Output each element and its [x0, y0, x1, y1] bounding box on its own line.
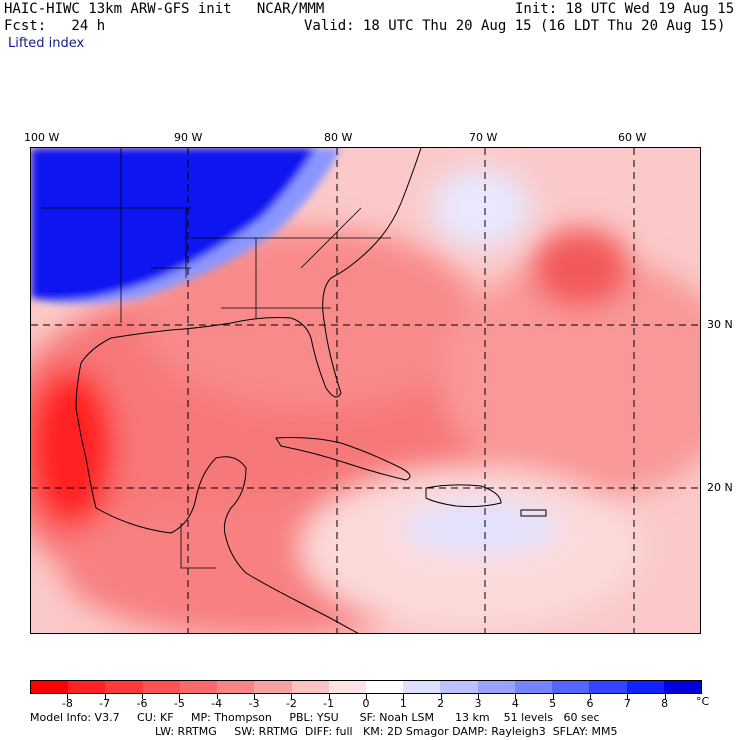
colorbar-swatch: [105, 681, 143, 693]
colorbar-tick: [328, 694, 330, 699]
colorbar-tick: [179, 694, 181, 699]
colorbar-swatch: [179, 681, 218, 693]
forecast-hour: Fcst: 24 h: [4, 18, 106, 34]
colorbar-swatch: [68, 681, 106, 693]
colorbar-swatch: [514, 681, 553, 693]
lon-label-90w: 90 W: [174, 131, 203, 144]
model-title: HAIC-HIWC 13km ARW-GFS init NCAR/MMM: [4, 1, 325, 17]
yucatan-coast: [95, 456, 359, 633]
colorbar-tick-label: -3: [248, 697, 260, 710]
colorbar-swatch: [440, 681, 478, 693]
colorbar-swatch: [31, 681, 69, 693]
colorbar-tick: [478, 694, 479, 699]
colorbar-tick-label: -4: [211, 697, 223, 710]
colorbar-tick-label: -7: [99, 697, 111, 710]
field-atlantic-core: [531, 228, 631, 308]
colorbar-tick-label: 0: [362, 697, 370, 710]
colorbar-swatch: [477, 681, 515, 693]
colorbar-tick-label: -8: [61, 697, 73, 710]
colorbar-tick-label: 5: [549, 697, 557, 710]
political-borders: [41, 148, 391, 569]
colorbar-swatch: [217, 681, 255, 693]
colorbar-tick-label: -1: [323, 697, 335, 710]
lon-label-80w: 80 W: [324, 131, 353, 144]
colorbar-tick-label: 2: [437, 697, 445, 710]
colorbar-tick: [254, 694, 255, 699]
colorbar-tick: [590, 694, 591, 699]
colorbar-swatch: [254, 681, 292, 693]
colorbar-tick-label: 7: [623, 697, 631, 710]
colorbar-swatch: [589, 681, 627, 693]
valid-time: Valid: 18 UTC Thu 20 Aug 15 (16 LDT Thu …: [304, 18, 726, 34]
colorbar-swatch: [626, 681, 664, 693]
hispaniola: [425, 484, 502, 508]
lat-label-30n: 30 N: [707, 318, 733, 331]
puerto-rico: [520, 509, 547, 517]
colorbar-tick: [366, 694, 367, 699]
lon-label-60w: 60 W: [618, 131, 647, 144]
colorbar-unit: °C: [696, 695, 710, 708]
model-info-line1: Model Info: V3.7 CU: KF MP: Thompson PBL…: [30, 711, 600, 724]
field-name: Lifted index: [8, 36, 85, 51]
colorbar-tick-label: 6: [586, 697, 594, 710]
border-9: [180, 523, 216, 569]
lon-label-100w: 100 W: [24, 131, 60, 144]
model-info-line2: LW: RRTMG SW: RRTMG DIFF: full KM: 2D Sm…: [155, 725, 618, 738]
colorbar-tick-label: 4: [511, 697, 519, 710]
map-svg: [31, 148, 700, 633]
colorbar-tick: [142, 694, 143, 699]
colorbar-tick-label: 1: [399, 697, 407, 710]
lat-label-20n: 20 N: [707, 481, 733, 494]
colorbar-swatch: [328, 681, 366, 693]
us-east-coast: [75, 148, 422, 509]
field-northeast-stable: [431, 168, 531, 248]
colorbar-swatch: [142, 681, 180, 693]
field-atlantic-east: [441, 258, 700, 498]
colorbar-tick: [216, 694, 218, 699]
colorbar-swatch: [663, 681, 701, 693]
lifted-index-map: [30, 147, 701, 634]
colorbar-tick-label: -6: [136, 697, 148, 710]
colorbar-tick: [67, 694, 69, 699]
colorbar-tick: [664, 694, 666, 699]
colorbar-tick-label: -5: [173, 697, 185, 710]
colorbar-tick-label: 8: [661, 697, 669, 710]
border-7: [300, 207, 362, 269]
colorbar-tick: [291, 694, 293, 699]
colorbar-tick-label: -2: [285, 697, 297, 710]
colorbar-tick: [104, 694, 106, 699]
colorbar-tick: [552, 694, 554, 699]
colorbar-swatch: [291, 681, 329, 693]
grid-lines: [31, 148, 700, 633]
colorbar-swatch: [403, 681, 441, 693]
colorbar-tick-label: 3: [474, 697, 482, 710]
colorbar-tick: [440, 694, 442, 699]
init-time: Init: 18 UTC Wed 19 Aug 15: [515, 1, 735, 17]
colorbar-tick: [403, 694, 405, 699]
cuba: [275, 437, 411, 481]
stable-air-mass: [31, 148, 316, 301]
lon-label-70w: 70 W: [469, 131, 498, 144]
field-southeast-us: [141, 228, 481, 408]
colorbar-tick: [627, 694, 629, 699]
colorbar-swatch: [365, 681, 404, 693]
colorbar-swatch: [552, 681, 590, 693]
colorbar: [30, 680, 702, 694]
coastlines: [75, 148, 547, 633]
colorbar-tick: [515, 694, 517, 699]
